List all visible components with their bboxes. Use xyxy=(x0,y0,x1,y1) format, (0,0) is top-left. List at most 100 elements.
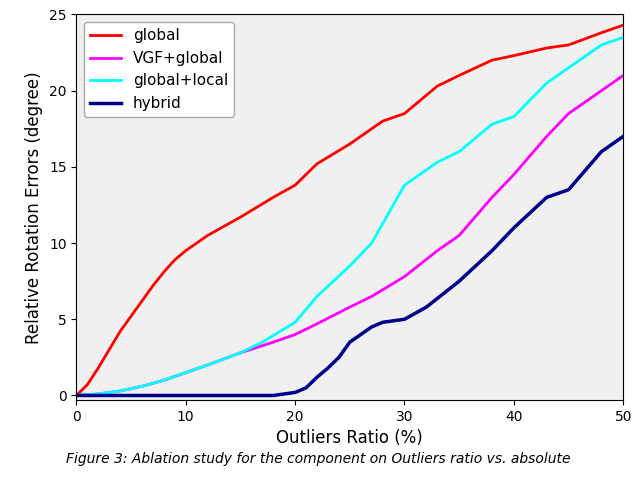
global xyxy=(138,298,146,304)
VGF+global xyxy=(510,172,518,177)
VGF+global xyxy=(94,391,102,397)
global xyxy=(379,118,387,124)
global xyxy=(94,365,102,371)
global xyxy=(83,382,91,388)
global+local xyxy=(510,114,518,120)
VGF+global xyxy=(182,370,190,375)
Y-axis label: Relative Rotation Errors (degree): Relative Rotation Errors (degree) xyxy=(25,71,43,344)
global+local xyxy=(434,160,441,165)
global xyxy=(488,57,496,63)
VGF+global xyxy=(116,388,124,394)
global+local xyxy=(258,339,266,345)
global+local xyxy=(619,34,627,40)
hybrid xyxy=(160,393,168,399)
global+local xyxy=(313,294,321,299)
global+local xyxy=(160,377,168,383)
VGF+global xyxy=(237,350,244,356)
hybrid xyxy=(422,304,430,310)
Line: global: global xyxy=(76,25,623,396)
global xyxy=(346,141,354,147)
hybrid xyxy=(598,149,605,155)
global xyxy=(116,329,124,335)
global xyxy=(401,111,408,117)
hybrid xyxy=(455,278,463,284)
global xyxy=(73,393,80,399)
hybrid xyxy=(226,393,233,399)
VGF+global xyxy=(543,134,551,139)
VGF+global xyxy=(434,248,441,254)
VGF+global xyxy=(401,274,408,280)
VGF+global xyxy=(204,362,211,368)
VGF+global xyxy=(313,321,321,327)
Line: VGF+global: VGF+global xyxy=(76,75,623,396)
global+local xyxy=(138,384,146,389)
global+local xyxy=(543,80,551,86)
Legend: global, VGF+global, global+local, hybrid: global, VGF+global, global+local, hybrid xyxy=(84,22,234,117)
VGF+global xyxy=(619,72,627,78)
global xyxy=(313,161,321,167)
hybrid xyxy=(138,393,146,399)
Line: hybrid: hybrid xyxy=(76,136,623,396)
global xyxy=(149,283,156,289)
global xyxy=(106,347,113,353)
global+local xyxy=(116,388,124,394)
hybrid xyxy=(324,365,332,371)
hybrid xyxy=(543,194,551,200)
Line: global+local: global+local xyxy=(76,37,623,396)
VGF+global xyxy=(291,332,299,337)
hybrid xyxy=(401,316,408,322)
global xyxy=(543,45,551,51)
global xyxy=(270,194,277,200)
hybrid xyxy=(182,393,190,399)
hybrid xyxy=(510,225,518,231)
hybrid xyxy=(313,375,321,380)
global xyxy=(237,214,244,220)
VGF+global xyxy=(368,294,375,299)
global xyxy=(434,83,441,89)
hybrid xyxy=(291,389,299,395)
global+local xyxy=(598,42,605,48)
VGF+global xyxy=(346,304,354,310)
global+local xyxy=(73,393,80,399)
global+local xyxy=(182,370,190,375)
global+local xyxy=(346,263,354,269)
hybrid xyxy=(335,354,343,360)
Text: Figure 3: Ablation study for the component on Outliers ratio vs. absolute: Figure 3: Ablation study for the compone… xyxy=(66,452,570,466)
global+local xyxy=(455,149,463,155)
global xyxy=(204,232,211,238)
global+local xyxy=(94,391,102,397)
hybrid xyxy=(302,385,310,391)
hybrid xyxy=(619,134,627,139)
global+local xyxy=(368,240,375,246)
global+local xyxy=(401,182,408,188)
global+local xyxy=(488,121,496,127)
global xyxy=(171,257,179,263)
global xyxy=(182,248,190,254)
global xyxy=(510,53,518,58)
global xyxy=(619,22,627,28)
hybrid xyxy=(488,248,496,254)
hybrid xyxy=(204,393,211,399)
VGF+global xyxy=(488,194,496,200)
global xyxy=(455,72,463,78)
global xyxy=(291,182,299,188)
VGF+global xyxy=(138,384,146,389)
global xyxy=(598,30,605,36)
hybrid xyxy=(565,187,572,193)
hybrid xyxy=(247,393,255,399)
VGF+global xyxy=(598,88,605,94)
global+local xyxy=(565,65,572,71)
global+local xyxy=(237,350,244,356)
hybrid xyxy=(357,332,364,337)
VGF+global xyxy=(455,232,463,238)
hybrid xyxy=(94,393,102,399)
VGF+global xyxy=(160,377,168,383)
global+local xyxy=(291,320,299,325)
VGF+global xyxy=(73,393,80,399)
hybrid xyxy=(116,393,124,399)
global xyxy=(565,42,572,48)
VGF+global xyxy=(565,111,572,117)
global xyxy=(127,313,135,319)
hybrid xyxy=(379,320,387,325)
hybrid xyxy=(368,324,375,330)
